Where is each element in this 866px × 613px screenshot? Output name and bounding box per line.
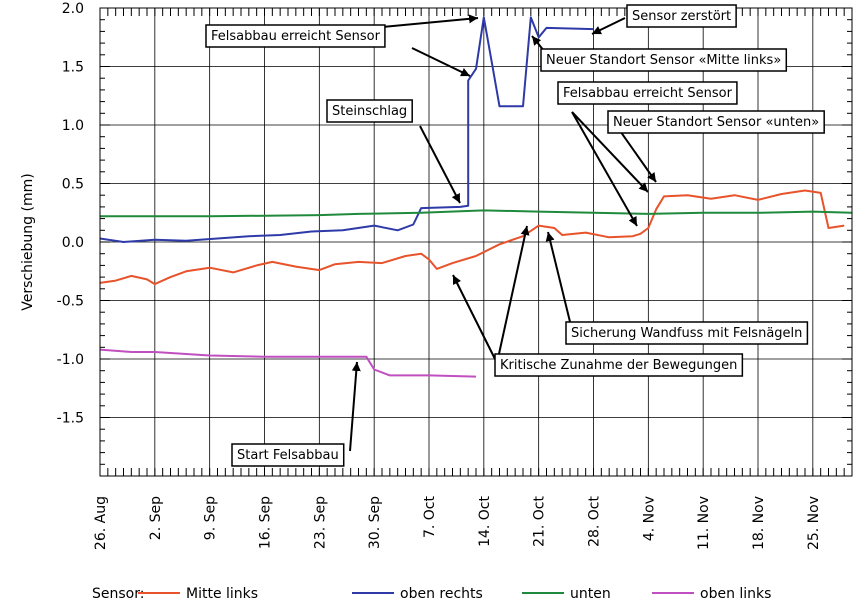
annotation-callout: Felsabbau erreicht Sensor [557,81,738,105]
annotation-arrow [571,111,638,227]
x-tick-label: 28. Oct [587,495,603,546]
annotation-callout: Steinschlag [326,99,413,123]
annotation-arrow [411,47,471,77]
x-tick-labels: 26. Aug 2. Sep 9. Sep 16. Sep 23. Sep 30. Sep… [93,495,822,550]
annotation-label: Neuer Standort Sensor «unten» [613,115,819,130]
x-tick-label: 14. Oct [477,495,493,546]
legend-entry-label: oben links [700,586,771,602]
annotation-callout: Felsabbau erreicht Sensor [205,24,386,48]
annotation-callout: Neuer Standort Sensor «Mitte links» [540,48,788,72]
annotation-arrow [349,361,361,452]
y-tick-label: -1.0 [57,352,84,368]
annotation-box [326,99,413,123]
y-tick-labels: 2.0 1.5 1.0 0.5 0.0 -0.5 -1.0 -1.5 [57,1,84,427]
data-series [99,16,853,378]
y-tick-label: 0.0 [62,235,84,251]
x-tick-label: 9. Sep [203,496,219,540]
x-tick-label: 4. Nov [641,496,657,541]
legend-entry-label: Mitte links [186,586,258,602]
legend-title: Sensor: [92,586,144,602]
annotation-arrow [496,225,530,364]
x-tick-label: 7. Oct [422,495,438,538]
annotation-label: Neuer Standort Sensor «Mitte links» [546,53,781,68]
gridlines [99,7,852,476]
x-tick-label: 23. Sep [312,496,328,549]
x-tick-label: 16. Sep [258,496,274,549]
annotation-box [231,443,345,467]
annotation-box [565,321,809,345]
annotation-label: Sensor zerstört [632,9,731,24]
annotation-arrow [571,111,649,193]
series-line-oben-rechts [99,16,594,243]
y-tick-label: 1.5 [62,60,84,76]
x-tick-label: 26. Aug [93,496,109,550]
y-tick-label: 2.0 [62,1,84,17]
plot-frame [99,7,853,477]
y-tick-label: -1.5 [57,411,84,427]
x-tick-label: 18. Nov [751,496,767,550]
annotation-label: Kritische Zunahme der Bewegungen [500,358,737,373]
annotation-callout: Start Felsabbau [231,443,345,467]
annotation-label: Steinschlag [332,104,407,119]
series-line-mitte-links [99,189,845,286]
annotation-label: Felsabbau erreicht Sensor [563,86,733,101]
y-tick-label: -0.5 [57,294,84,310]
legend-entry-label: unten [570,586,611,602]
series-line-unten [100,209,853,218]
x-tick-label: 21. Oct [532,495,548,546]
annotation-arrow [591,17,626,35]
y-tick-label: 0.5 [62,177,84,193]
annotation-box [540,48,788,72]
annotation-box [205,24,386,48]
annotation-box [607,110,825,134]
annotation-callout: Neuer Standort Sensor «unten» [607,110,825,134]
x-tick-label: 30. Sep [367,496,383,549]
annotation-callout: Kritische Zunahme der Bewegungen [494,353,744,377]
annotations: Felsabbau erreicht Sensor Sensor zerstört… [205,4,825,467]
x-tick-label: 25. Nov [806,496,822,550]
series-line-oben-links [99,348,477,378]
annotation-label: Start Felsabbau [237,448,339,463]
annotation-box [557,81,738,105]
legend-entry-label: oben rechts [400,586,483,602]
annotation-callout: Sensor zerstört [626,4,737,28]
annotation-box [494,353,744,377]
annotation-label: Felsabbau erreicht Sensor [211,29,381,44]
y-tick-label: 1.0 [62,118,84,134]
annotation-box [626,4,737,28]
legend: Sensor: Mitte links oben rechts unten oben l… [92,586,771,602]
y-axis-title: Verschiebung (mm) [20,173,36,310]
annotation-label: Sicherung Wandfuss mit Felsnägeln [571,326,802,341]
x-tick-label: 2. Sep [148,496,164,540]
x-tick-label: 11. Nov [696,496,712,550]
annotation-callout: Sicherung Wandfuss mit Felsnägeln [565,321,809,345]
annotation-arrow [545,231,573,331]
annotation-arrow [419,125,461,204]
annotation-arrow [452,274,498,364]
